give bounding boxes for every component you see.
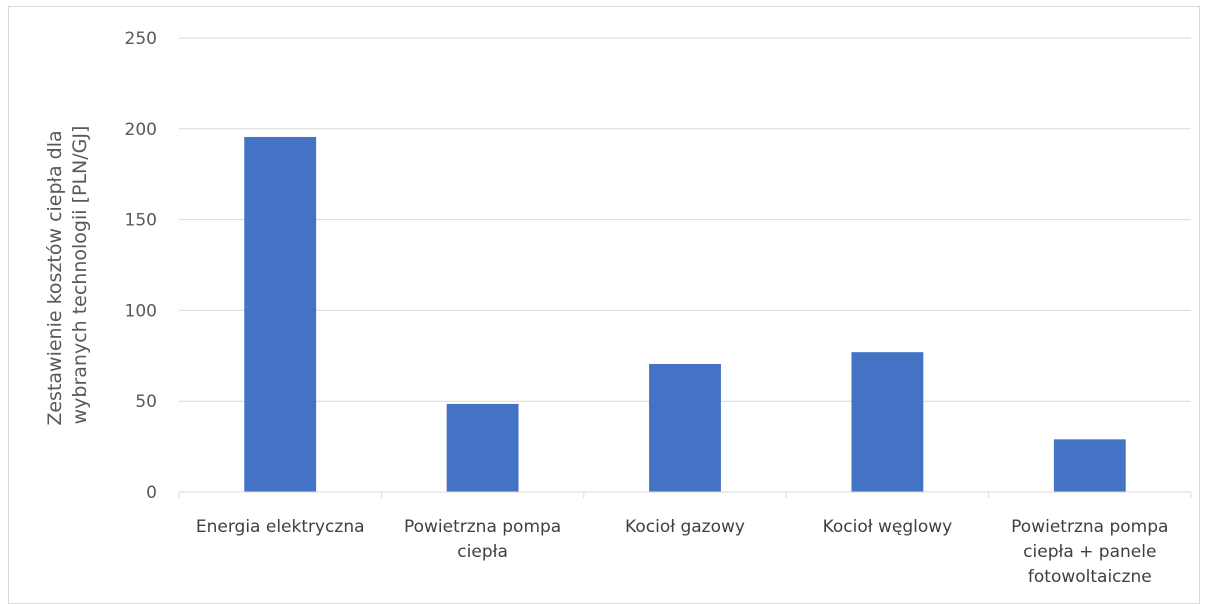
x-axis: [178, 491, 1192, 498]
bar: [446, 403, 519, 492]
bar-chart: 0 50 100 150 200 250 Energia elektryczna Powie…: [44, 29, 1192, 587]
y-axis-label: Zestawienie kosztów ciepła dla wybranych…: [44, 124, 91, 425]
y-tick-labels: 0 50 100 150 200 250: [125, 29, 157, 503]
x-category-label: Kocioł węglowy: [823, 517, 953, 537]
x-category-label-line: ciepła: [457, 542, 508, 562]
bar: [1053, 439, 1126, 492]
y-axis-label-line-1: Zestawienie kosztów ciepła dla: [44, 130, 66, 425]
y-tick-label: 100: [125, 301, 157, 321]
bar: [244, 136, 317, 493]
y-tick-label: 50: [135, 392, 157, 412]
x-category-label-line: Energia elektryczna: [196, 517, 365, 537]
chart-area: 0 50 100 150 200 250 Energia elektryczna Powie…: [8, 6, 1200, 604]
x-category-label-line: Kocioł gazowy: [625, 517, 745, 537]
x-category-label: Powietrzna pompa ciepła + panele fotowolta…: [1011, 517, 1168, 587]
bar: [649, 363, 721, 492]
x-category-label-line: fotowoltaiczne: [1028, 567, 1152, 587]
bars: [244, 136, 1126, 493]
y-axis-label-line-2: wybranych technologii [PLN/GJ]: [69, 126, 91, 425]
x-category-labels: Energia elektryczna Powietrzna pompa ciepł…: [196, 517, 1169, 587]
y-tick-label: 200: [125, 120, 157, 140]
x-category-label-line: Kocioł węglowy: [823, 517, 953, 537]
y-tick-label: 250: [125, 29, 157, 49]
gridlines: [179, 37, 1191, 402]
x-category-label-line: Powietrzna pompa: [404, 517, 561, 537]
x-category-label: Powietrzna pompa ciepła: [404, 517, 561, 562]
x-category-label-line: ciepła + panele: [1023, 542, 1156, 562]
x-category-label: Kocioł gazowy: [625, 517, 745, 537]
y-tick-label: 0: [146, 483, 157, 503]
y-tick-label: 150: [125, 211, 157, 231]
x-category-label: Energia elektryczna: [196, 517, 365, 537]
bar: [851, 352, 924, 492]
x-category-label-line: Powietrzna pompa: [1011, 517, 1168, 537]
